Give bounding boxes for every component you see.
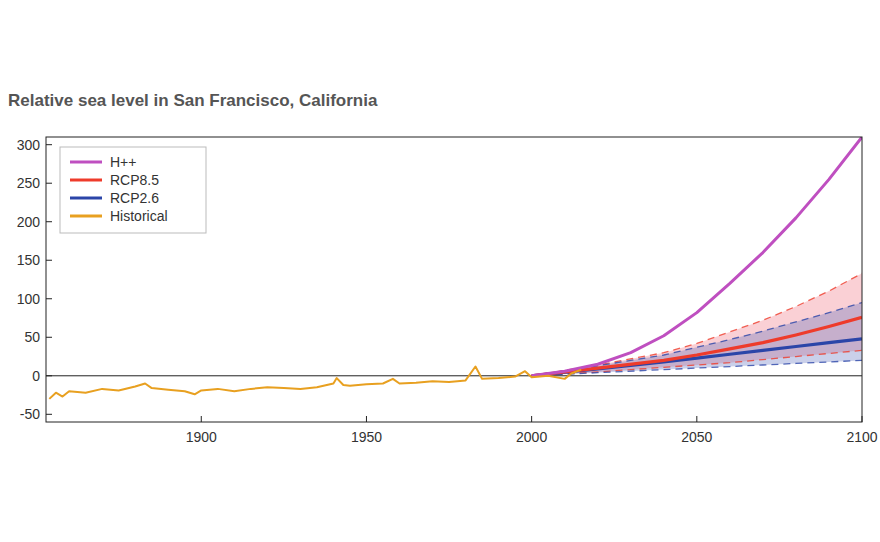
y-tick: [46, 375, 52, 376]
legend-label: H++: [110, 154, 136, 170]
range-band: [532, 273, 862, 375]
x-tick-label: 1900: [186, 429, 217, 445]
y-tick: [46, 144, 52, 145]
zero-line: [46, 375, 862, 376]
plot-frame: [46, 137, 862, 422]
title: Relative sea level in San Francisco, Cal…: [8, 91, 378, 110]
plot-area: [46, 137, 862, 399]
series-line: [532, 137, 862, 376]
y-tick-label: -50: [20, 406, 40, 422]
y-tick-label: 100: [17, 291, 41, 307]
x-tick-label: 2050: [681, 429, 712, 445]
range-upper: [532, 273, 862, 375]
legend-swatch: [70, 197, 102, 200]
y-tick: [46, 221, 52, 222]
legend-label: Historical: [110, 208, 168, 224]
y-tick-label: 50: [24, 329, 40, 345]
y-tick: [46, 298, 52, 299]
legend-box: [60, 147, 206, 233]
x-tick-label: 1950: [351, 429, 382, 445]
y-tick: [46, 183, 52, 184]
x-tick: [366, 416, 367, 422]
x-tick: [862, 416, 863, 422]
legend-swatch: [70, 179, 102, 182]
legend-label: RCP2.6: [110, 190, 159, 206]
y-tick-label: 200: [17, 214, 41, 230]
x-tick: [696, 416, 697, 422]
y-tick-label: 150: [17, 252, 41, 268]
legend-label: RCP8.5: [110, 172, 159, 188]
legend: H++ RCP8.5 RCP2.6 Historical: [60, 147, 206, 233]
y-tick-label: 250: [17, 175, 41, 191]
x-tick-label: 2000: [516, 429, 547, 445]
y-tick: [46, 260, 52, 261]
y-tick: [46, 337, 52, 338]
x-tick-label: 2100: [846, 429, 877, 445]
x-tick: [531, 416, 532, 422]
chart: Relative sea level in San Francisco, Cal…: [0, 0, 880, 542]
x-tick: [201, 416, 202, 422]
y-tick: [46, 414, 52, 415]
legend-swatch: [70, 215, 102, 218]
legend-swatch: [70, 161, 102, 164]
y-tick-label: 0: [32, 368, 40, 384]
series-line: [49, 367, 581, 399]
y-tick-label: 300: [17, 137, 41, 153]
